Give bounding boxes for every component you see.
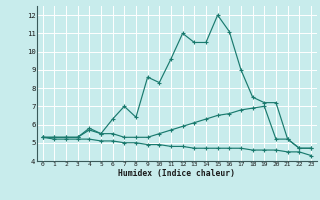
X-axis label: Humidex (Indice chaleur): Humidex (Indice chaleur) (118, 169, 235, 178)
